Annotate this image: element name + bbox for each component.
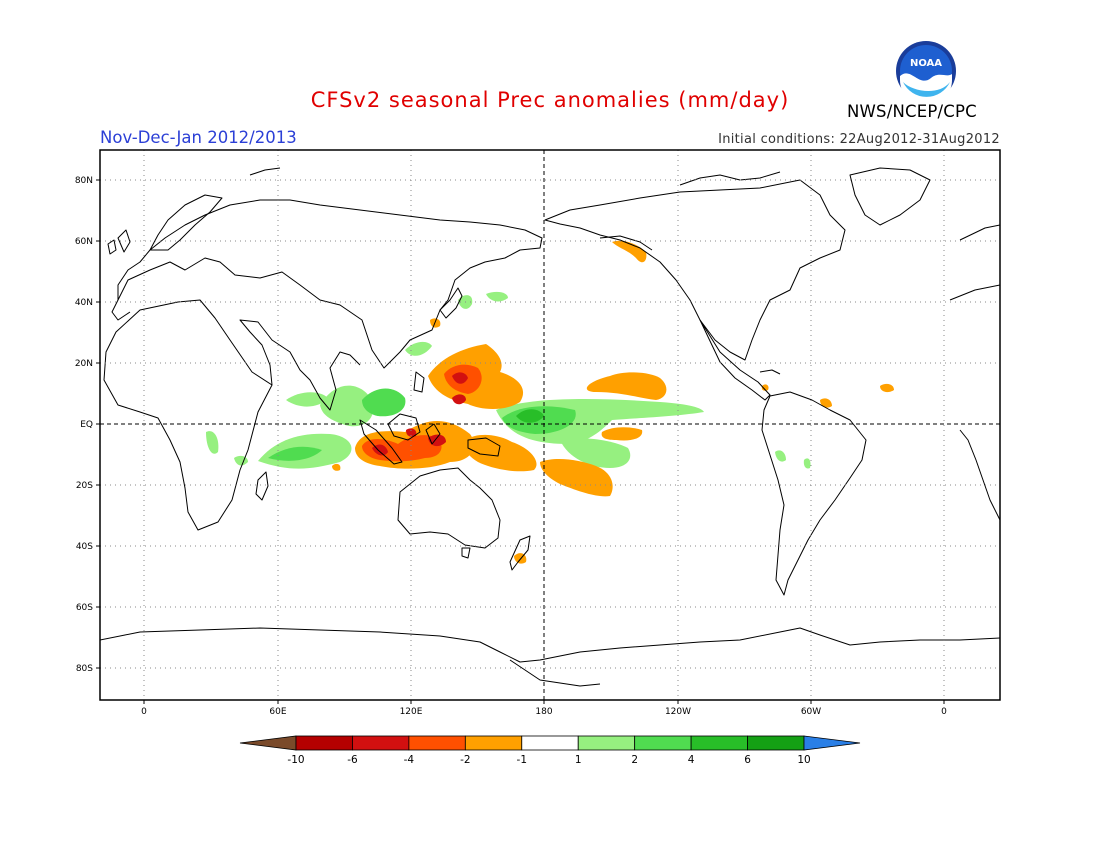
- season-label: Nov-Dec-Jan 2012/2013: [100, 128, 297, 147]
- logo-text: NOAA: [910, 58, 942, 69]
- colorbar-segment: [747, 735, 805, 751]
- colorbar-segment: [295, 735, 353, 751]
- map-title: CFSv2 seasonal Prec anomalies (mm/day): [310, 88, 790, 112]
- anomaly-shading: [206, 240, 894, 564]
- colorbar-segment: [577, 735, 636, 751]
- lon-tick: 0: [941, 707, 947, 717]
- colorbar-label: 10: [797, 754, 810, 766]
- colorbar-segment: [352, 735, 410, 751]
- colorbar-segment: [464, 735, 523, 751]
- lon-tick: 60W: [801, 707, 821, 717]
- agency-label: NWS/NCEP/CPC: [847, 102, 977, 121]
- colorbar-label: -2: [460, 754, 470, 766]
- colorbar-arrow-high: [803, 735, 861, 751]
- colorbar-label: 2: [631, 754, 638, 766]
- colorbar-label: 1: [575, 754, 582, 766]
- colorbar-label: -4: [404, 754, 415, 766]
- lat-tick: 40N: [75, 298, 93, 308]
- colorbar-label: 6: [744, 754, 751, 766]
- lat-tick: 20S: [76, 481, 93, 491]
- map-frame: [99, 149, 1001, 701]
- lon-tick: 120E: [400, 707, 423, 717]
- lat-tick: 80S: [76, 664, 93, 674]
- colorbar-label: -10: [287, 754, 304, 766]
- lat-tick: 40S: [76, 542, 93, 552]
- lon-tick: 180: [535, 707, 552, 717]
- lat-tick: 60S: [76, 603, 93, 613]
- colorbar-segment: [521, 735, 579, 751]
- colorbar-label: -1: [517, 754, 527, 766]
- lon-ticks: 0 60E 120E 180 120W 60W 0: [141, 700, 947, 717]
- coastlines: [100, 167, 1000, 687]
- dry-anomalies: [332, 240, 894, 564]
- noaa-logo-icon: NOAA: [896, 41, 956, 102]
- wet-anomalies: [206, 291, 811, 469]
- lon-tick: 0: [141, 707, 147, 717]
- lat-tick: 80N: [75, 176, 93, 186]
- lat-tick: 20N: [75, 359, 93, 369]
- colorbar-segment: [634, 735, 692, 751]
- colorbar-label: -6: [347, 754, 358, 766]
- lat-tick: EQ: [80, 420, 93, 430]
- colorbar-arrow-low: [239, 735, 297, 751]
- reference-lines: [100, 150, 1000, 700]
- colorbar-label: 4: [688, 754, 695, 766]
- colorbar-segment: [408, 735, 466, 751]
- initial-conditions-label: Initial conditions: 22Aug2012-31Aug2012: [718, 132, 1000, 147]
- lat-ticks: 80N 60N 40N 20N EQ 20S 40S 60S 80S: [75, 176, 100, 674]
- grid-lines: [100, 150, 1000, 700]
- lon-tick: 120W: [665, 707, 691, 717]
- lon-tick: 60E: [269, 707, 286, 717]
- colorbar: -10 -6 -4 -2 -1 1 2 4 6 10: [239, 735, 861, 766]
- lat-tick: 60N: [75, 237, 93, 247]
- colorbar-segment: [690, 735, 748, 751]
